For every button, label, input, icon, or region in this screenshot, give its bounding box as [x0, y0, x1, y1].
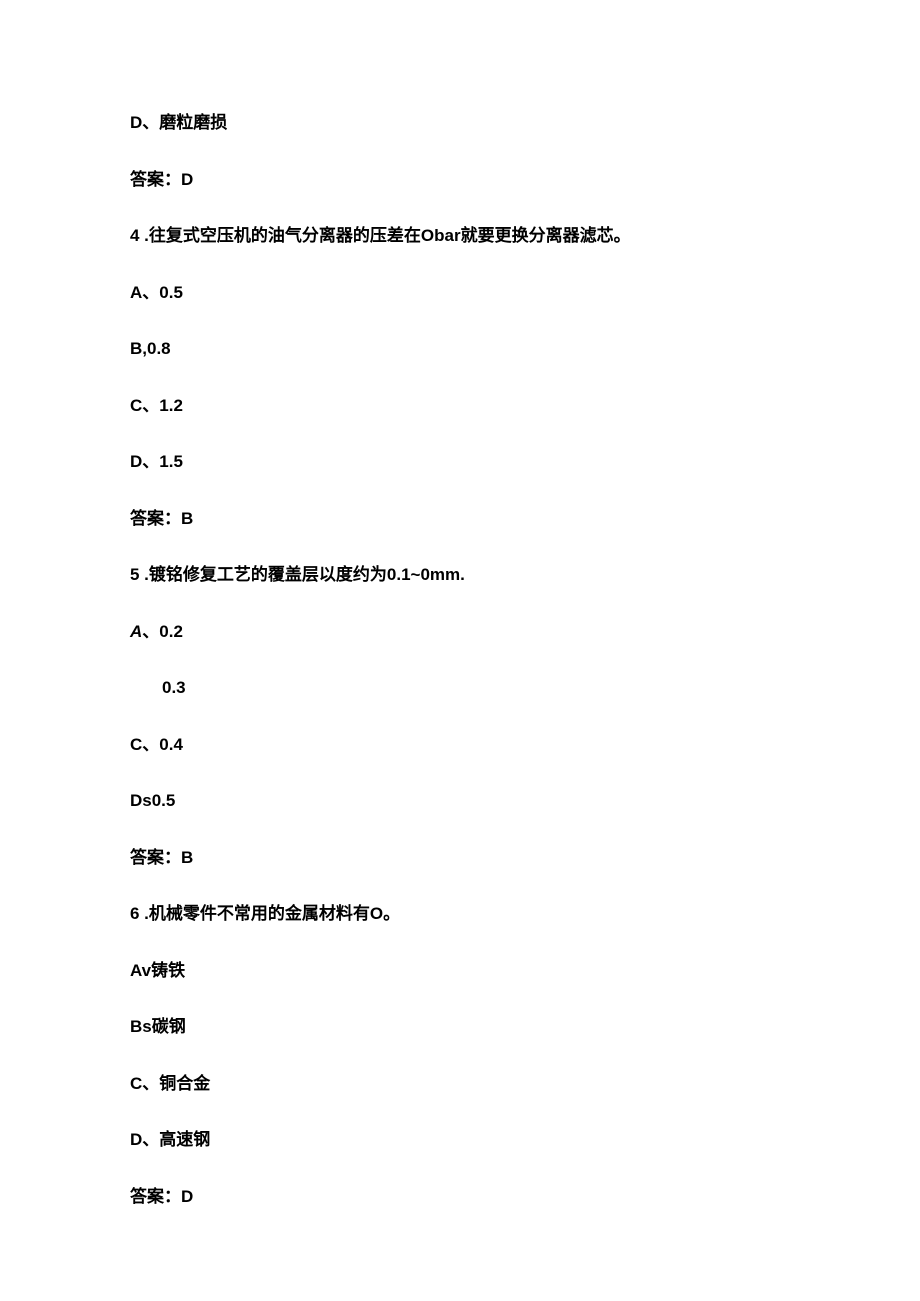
text-rest: 、0.2: [142, 622, 183, 641]
text-line: 答案：B: [130, 845, 790, 871]
text-line: C、铜合金: [130, 1071, 790, 1097]
text-line: 答案：D: [130, 1184, 790, 1210]
text-line: C、1.2: [130, 393, 790, 419]
text-line: Ds0.5: [130, 788, 790, 814]
text-line: 0.3: [130, 675, 790, 701]
text-line: D、磨粒磨损: [130, 110, 790, 136]
text-line: C、0.4: [130, 732, 790, 758]
text-line: 答案：D: [130, 167, 790, 193]
italic-letter: A: [130, 622, 142, 641]
text-line: D、1.5: [130, 449, 790, 475]
text-line: 4 .往复式空压机的油气分离器的压差在Obar就要更换分离器滤芯。: [130, 223, 790, 249]
document-content: D、磨粒磨损答案：D 4 .往复式空压机的油气分离器的压差在Obar就要更换分离器…: [130, 110, 790, 1209]
text-line: 5 .镀铭修复工艺的覆盖层以度约为0.1~0mm.: [130, 562, 790, 588]
text-line: A、0.5: [130, 280, 790, 306]
text-line: Av铸铁: [130, 958, 790, 984]
text-line: B,0.8: [130, 336, 790, 362]
text-line: 6 .机械零件不常用的金属材料有O。: [130, 901, 790, 927]
text-line: D、高速钢: [130, 1127, 790, 1153]
text-line: Bs碳钢: [130, 1014, 790, 1040]
text-line: 答案：B: [130, 506, 790, 532]
text-line: A、0.2: [130, 619, 790, 645]
